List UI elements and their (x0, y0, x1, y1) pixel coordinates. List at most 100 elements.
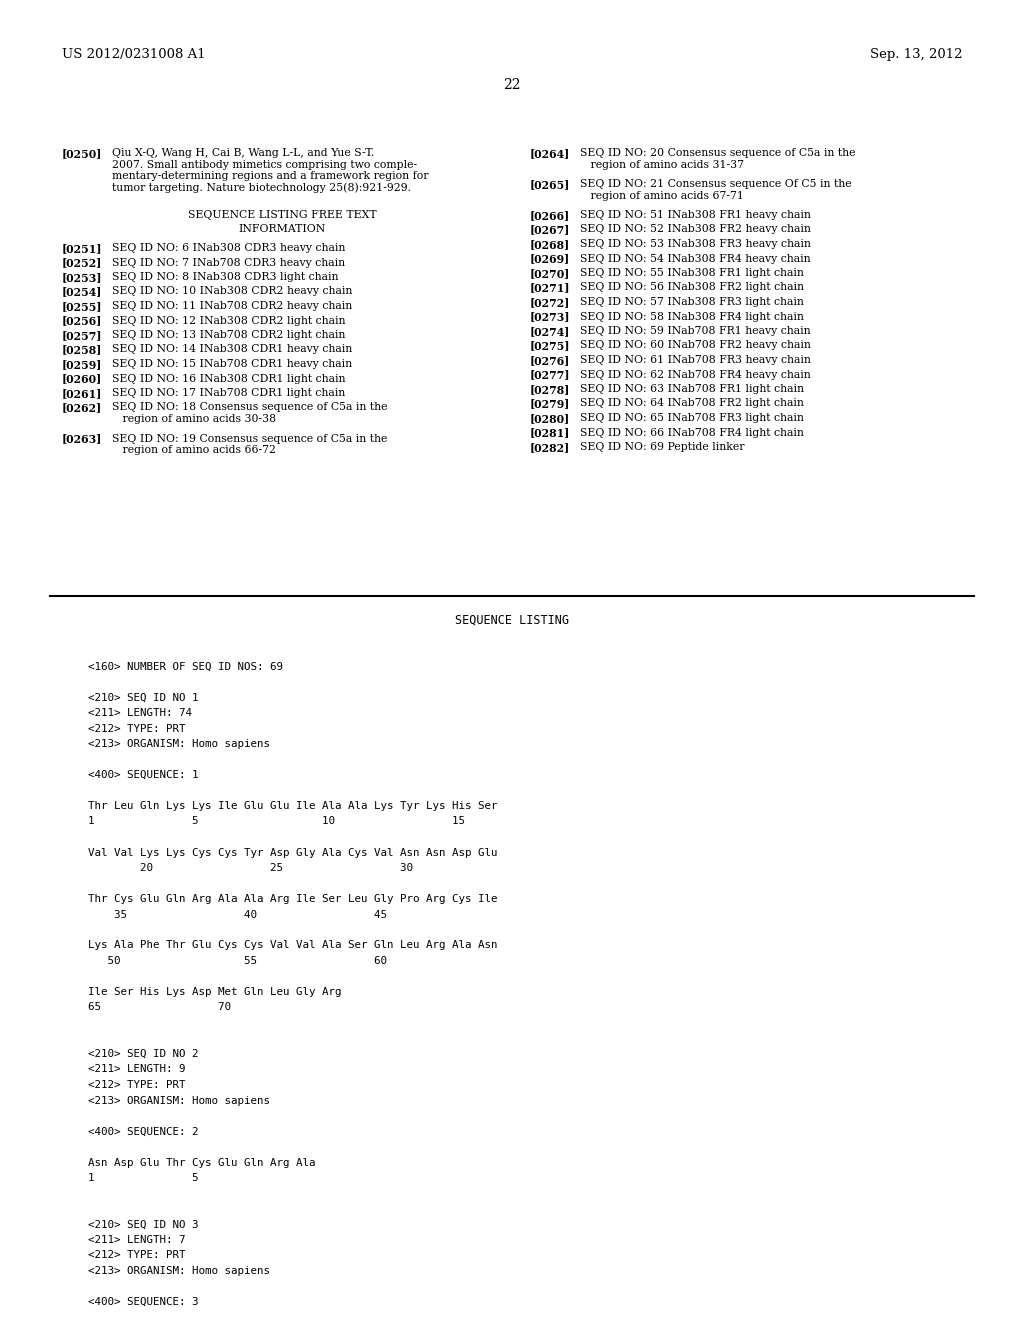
Text: SEQ ID NO: 60 INab708 FR2 heavy chain: SEQ ID NO: 60 INab708 FR2 heavy chain (580, 341, 811, 351)
Text: SEQ ID NO: 63 INab708 FR1 light chain: SEQ ID NO: 63 INab708 FR1 light chain (580, 384, 804, 393)
Text: <211> LENGTH: 7: <211> LENGTH: 7 (88, 1236, 185, 1245)
Text: [0280]: [0280] (530, 413, 570, 424)
Text: <160> NUMBER OF SEQ ID NOS: 69: <160> NUMBER OF SEQ ID NOS: 69 (88, 661, 283, 672)
Text: [0276]: [0276] (530, 355, 570, 366)
Text: Ile Ser His Lys Asp Met Gln Leu Gly Arg: Ile Ser His Lys Asp Met Gln Leu Gly Arg (88, 987, 341, 997)
Text: <210> SEQ ID NO 3: <210> SEQ ID NO 3 (88, 1220, 199, 1229)
Text: <400> SEQUENCE: 1: <400> SEQUENCE: 1 (88, 770, 199, 780)
Text: SEQ ID NO: 52 INab308 FR2 heavy chain: SEQ ID NO: 52 INab308 FR2 heavy chain (580, 224, 811, 235)
Text: [0259]: [0259] (62, 359, 102, 370)
Text: SEQ ID NO: 56 INab308 FR2 light chain: SEQ ID NO: 56 INab308 FR2 light chain (580, 282, 804, 293)
Text: [0274]: [0274] (530, 326, 570, 337)
Text: SEQ ID NO: 15 INab708 CDR1 heavy chain: SEQ ID NO: 15 INab708 CDR1 heavy chain (112, 359, 352, 370)
Text: [0262]: [0262] (62, 403, 102, 413)
Text: SEQ ID NO: 66 INab708 FR4 light chain: SEQ ID NO: 66 INab708 FR4 light chain (580, 428, 804, 437)
Text: SEQ ID NO: 62 INab708 FR4 heavy chain: SEQ ID NO: 62 INab708 FR4 heavy chain (580, 370, 811, 380)
Text: [0261]: [0261] (62, 388, 102, 399)
Text: SEQ ID NO: 16 INab308 CDR1 light chain: SEQ ID NO: 16 INab308 CDR1 light chain (112, 374, 345, 384)
Text: SEQ ID NO: 58 INab308 FR4 light chain: SEQ ID NO: 58 INab308 FR4 light chain (580, 312, 804, 322)
Text: Val Val Lys Lys Cys Cys Tyr Asp Gly Ala Cys Val Asn Asn Asp Glu: Val Val Lys Lys Cys Cys Tyr Asp Gly Ala … (88, 847, 498, 858)
Text: SEQ ID NO: 64 INab708 FR2 light chain: SEQ ID NO: 64 INab708 FR2 light chain (580, 399, 804, 408)
Text: [0270]: [0270] (530, 268, 570, 279)
Text: [0266]: [0266] (530, 210, 570, 220)
Text: SEQ ID NO: 17 INab708 CDR1 light chain: SEQ ID NO: 17 INab708 CDR1 light chain (112, 388, 345, 399)
Text: <212> TYPE: PRT: <212> TYPE: PRT (88, 723, 185, 734)
Text: SEQ ID NO: 20 Consensus sequence of C5a in the
   region of amino acids 31-37: SEQ ID NO: 20 Consensus sequence of C5a … (580, 148, 855, 169)
Text: SEQ ID NO: 55 INab308 FR1 light chain: SEQ ID NO: 55 INab308 FR1 light chain (580, 268, 804, 279)
Text: SEQ ID NO: 69 Peptide linker: SEQ ID NO: 69 Peptide linker (580, 442, 744, 451)
Text: [0253]: [0253] (62, 272, 102, 282)
Text: [0260]: [0260] (62, 374, 102, 384)
Text: SEQ ID NO: 11 INab708 CDR2 heavy chain: SEQ ID NO: 11 INab708 CDR2 heavy chain (112, 301, 352, 312)
Text: SEQ ID NO: 18 Consensus sequence of C5a in the
   region of amino acids 30-38: SEQ ID NO: 18 Consensus sequence of C5a … (112, 403, 387, 424)
Text: [0264]: [0264] (530, 148, 570, 158)
Text: Qiu X-Q, Wang H, Cai B, Wang L-L, and Yue S-T.
2007. Small antibody mimetics com: Qiu X-Q, Wang H, Cai B, Wang L-L, and Yu… (112, 148, 428, 194)
Text: US 2012/0231008 A1: US 2012/0231008 A1 (62, 48, 206, 61)
Text: Asn Asp Glu Thr Cys Glu Gln Arg Ala: Asn Asp Glu Thr Cys Glu Gln Arg Ala (88, 1158, 315, 1167)
Text: [0269]: [0269] (530, 253, 570, 264)
Text: SEQ ID NO: 6 INab308 CDR3 heavy chain: SEQ ID NO: 6 INab308 CDR3 heavy chain (112, 243, 345, 253)
Text: [0254]: [0254] (62, 286, 102, 297)
Text: [0278]: [0278] (530, 384, 570, 395)
Text: <213> ORGANISM: Homo sapiens: <213> ORGANISM: Homo sapiens (88, 1096, 270, 1106)
Text: SEQUENCE LISTING: SEQUENCE LISTING (455, 614, 569, 627)
Text: [0256]: [0256] (62, 315, 102, 326)
Text: Thr Cys Glu Gln Arg Ala Ala Arg Ile Ser Leu Gly Pro Arg Cys Ile: Thr Cys Glu Gln Arg Ala Ala Arg Ile Ser … (88, 894, 498, 904)
Text: [0281]: [0281] (530, 428, 570, 438)
Text: <210> SEQ ID NO 2: <210> SEQ ID NO 2 (88, 1049, 199, 1059)
Text: SEQ ID NO: 12 INab308 CDR2 light chain: SEQ ID NO: 12 INab308 CDR2 light chain (112, 315, 345, 326)
Text: <213> ORGANISM: Homo sapiens: <213> ORGANISM: Homo sapiens (88, 739, 270, 748)
Text: SEQ ID NO: 65 INab708 FR3 light chain: SEQ ID NO: 65 INab708 FR3 light chain (580, 413, 804, 422)
Text: [0282]: [0282] (530, 442, 570, 453)
Text: Lys Ala Phe Thr Glu Cys Cys Val Val Ala Ser Gln Leu Arg Ala Asn: Lys Ala Phe Thr Glu Cys Cys Val Val Ala … (88, 940, 498, 950)
Text: 1               5: 1 5 (88, 1173, 199, 1183)
Text: SEQ ID NO: 59 INab708 FR1 heavy chain: SEQ ID NO: 59 INab708 FR1 heavy chain (580, 326, 811, 337)
Text: 22: 22 (503, 78, 521, 92)
Text: [0258]: [0258] (62, 345, 102, 355)
Text: Thr Leu Gln Lys Lys Ile Glu Glu Ile Ala Ala Lys Tyr Lys His Ser: Thr Leu Gln Lys Lys Ile Glu Glu Ile Ala … (88, 801, 498, 810)
Text: [0265]: [0265] (530, 180, 570, 190)
Text: SEQ ID NO: 21 Consensus sequence Of C5 in the
   region of amino acids 67-71: SEQ ID NO: 21 Consensus sequence Of C5 i… (580, 180, 852, 201)
Text: SEQ ID NO: 53 INab308 FR3 heavy chain: SEQ ID NO: 53 INab308 FR3 heavy chain (580, 239, 811, 249)
Text: [0257]: [0257] (62, 330, 102, 341)
Text: SEQ ID NO: 14 INab308 CDR1 heavy chain: SEQ ID NO: 14 INab308 CDR1 heavy chain (112, 345, 352, 355)
Text: SEQ ID NO: 7 INab708 CDR3 heavy chain: SEQ ID NO: 7 INab708 CDR3 heavy chain (112, 257, 345, 268)
Text: SEQ ID NO: 8 INab308 CDR3 light chain: SEQ ID NO: 8 INab308 CDR3 light chain (112, 272, 339, 282)
Text: <211> LENGTH: 74: <211> LENGTH: 74 (88, 708, 193, 718)
Text: SEQ ID NO: 19 Consensus sequence of C5a in the
   region of amino acids 66-72: SEQ ID NO: 19 Consensus sequence of C5a … (112, 433, 387, 455)
Text: [0267]: [0267] (530, 224, 570, 235)
Text: <211> LENGTH: 9: <211> LENGTH: 9 (88, 1064, 185, 1074)
Text: SEQUENCE LISTING FREE TEXT: SEQUENCE LISTING FREE TEXT (187, 210, 376, 220)
Text: INFORMATION: INFORMATION (239, 224, 326, 235)
Text: <210> SEQ ID NO 1: <210> SEQ ID NO 1 (88, 693, 199, 702)
Text: [0272]: [0272] (530, 297, 570, 308)
Text: 20                  25                  30: 20 25 30 (88, 863, 413, 873)
Text: [0271]: [0271] (530, 282, 570, 293)
Text: 35                  40                  45: 35 40 45 (88, 909, 387, 920)
Text: [0275]: [0275] (530, 341, 570, 351)
Text: [0255]: [0255] (62, 301, 102, 312)
Text: SEQ ID NO: 10 INab308 CDR2 heavy chain: SEQ ID NO: 10 INab308 CDR2 heavy chain (112, 286, 352, 297)
Text: [0279]: [0279] (530, 399, 570, 409)
Text: <400> SEQUENCE: 2: <400> SEQUENCE: 2 (88, 1126, 199, 1137)
Text: [0277]: [0277] (530, 370, 570, 380)
Text: [0250]: [0250] (62, 148, 102, 158)
Text: SEQ ID NO: 61 INab708 FR3 heavy chain: SEQ ID NO: 61 INab708 FR3 heavy chain (580, 355, 811, 366)
Text: SEQ ID NO: 13 INab708 CDR2 light chain: SEQ ID NO: 13 INab708 CDR2 light chain (112, 330, 345, 341)
Text: [0268]: [0268] (530, 239, 570, 249)
Text: <212> TYPE: PRT: <212> TYPE: PRT (88, 1250, 185, 1261)
Text: <400> SEQUENCE: 3: <400> SEQUENCE: 3 (88, 1298, 199, 1307)
Text: [0263]: [0263] (62, 433, 102, 445)
Text: [0251]: [0251] (62, 243, 102, 253)
Text: <212> TYPE: PRT: <212> TYPE: PRT (88, 1080, 185, 1090)
Text: 65                  70: 65 70 (88, 1002, 231, 1012)
Text: SEQ ID NO: 57 INab308 FR3 light chain: SEQ ID NO: 57 INab308 FR3 light chain (580, 297, 804, 308)
Text: <213> ORGANISM: Homo sapiens: <213> ORGANISM: Homo sapiens (88, 1266, 270, 1276)
Text: SEQ ID NO: 54 INab308 FR4 heavy chain: SEQ ID NO: 54 INab308 FR4 heavy chain (580, 253, 811, 264)
Text: 1               5                   10                  15: 1 5 10 15 (88, 817, 465, 826)
Text: SEQ ID NO: 51 INab308 FR1 heavy chain: SEQ ID NO: 51 INab308 FR1 heavy chain (580, 210, 811, 220)
Text: 50                   55                  60: 50 55 60 (88, 956, 387, 966)
Text: [0252]: [0252] (62, 257, 102, 268)
Text: [0273]: [0273] (530, 312, 570, 322)
Text: Sep. 13, 2012: Sep. 13, 2012 (869, 48, 962, 61)
